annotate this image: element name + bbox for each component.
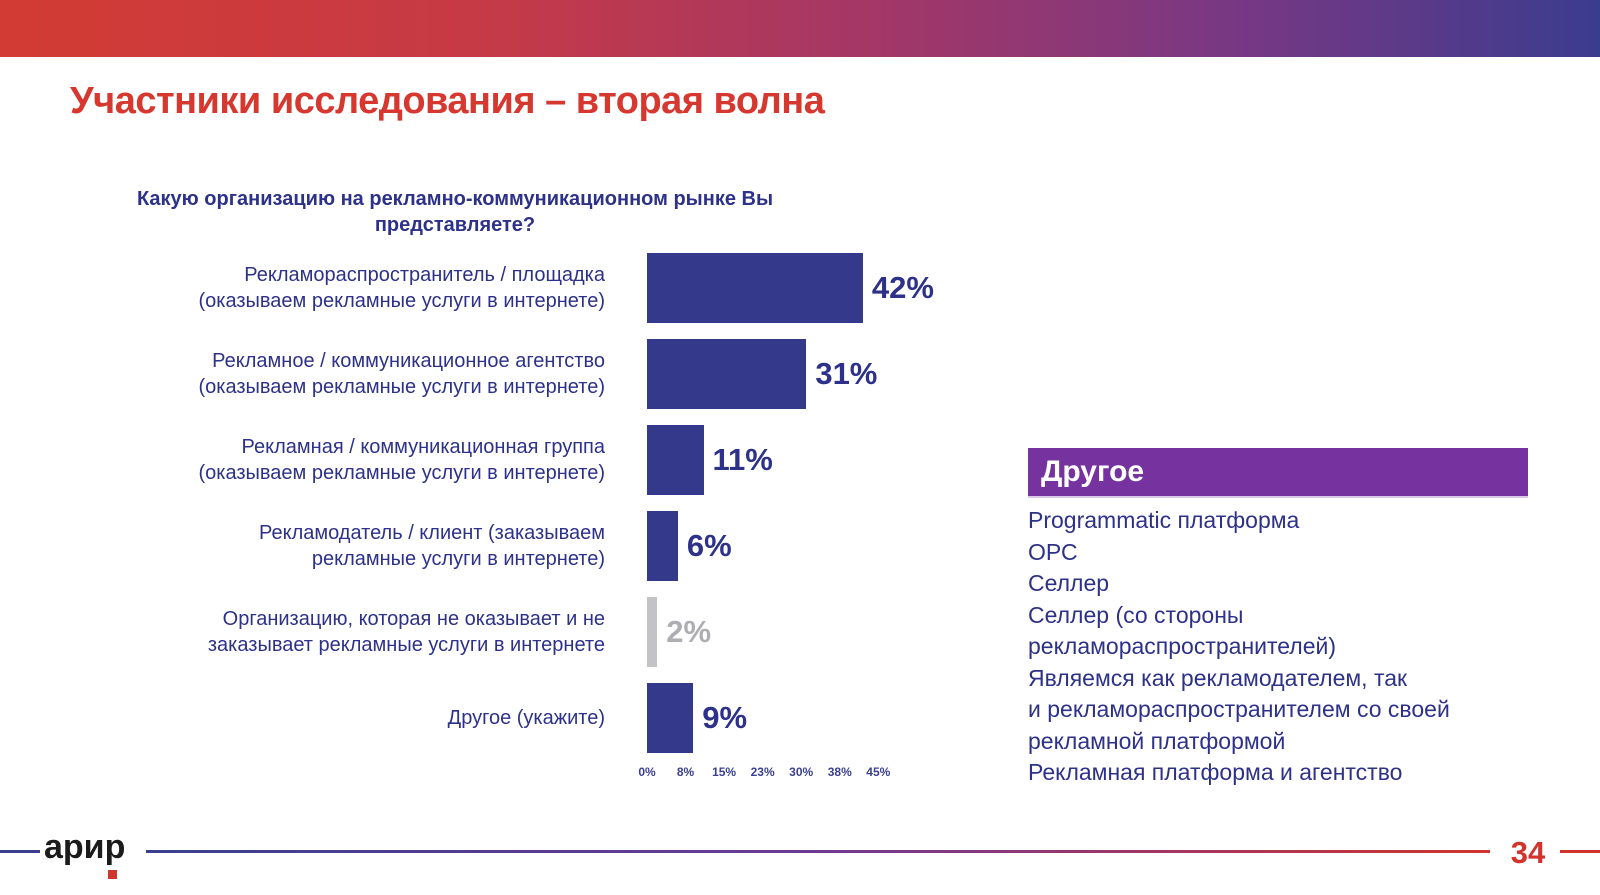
x-axis-tick-label: 23% bbox=[750, 765, 775, 779]
category-label: Рекламная / коммуникационная группа (оказ… bbox=[198, 436, 605, 484]
arir-logo: арир bbox=[44, 828, 140, 879]
arir-logo-red-dot bbox=[108, 870, 117, 879]
category-label: Другое (укажите) bbox=[447, 707, 605, 729]
bar-chart: Какую организацию на рекламно-коммуникац… bbox=[70, 186, 970, 783]
other-panel-item: Селлер bbox=[1028, 570, 1110, 596]
page-title: Участники исследования – вторая волна bbox=[70, 80, 825, 122]
bar bbox=[647, 425, 704, 495]
chart-rows: Рекламораспространитель / площадка (оказы… bbox=[70, 245, 970, 761]
x-axis-tick-label: 15% bbox=[712, 765, 737, 779]
chart-row: Рекламное / коммуникационное агентство (о… bbox=[70, 331, 970, 417]
category-label: Рекламное / коммуникационное агентство (о… bbox=[198, 350, 605, 398]
bar bbox=[647, 339, 807, 409]
x-axis-tick-label: 45% bbox=[866, 765, 891, 779]
x-axis: 0% 8% 15% 23% 30% 38% 45% bbox=[70, 763, 970, 783]
category-label: Рекламодатель / клиент (заказываем реклам… bbox=[259, 522, 605, 570]
page-number: 34 bbox=[1510, 835, 1546, 870]
other-panel-item: Являемся как рекламодателем, так и реклам… bbox=[1028, 664, 1450, 754]
bar bbox=[647, 511, 678, 581]
chart-row: Рекламодатель / клиент (заказываем реклам… bbox=[70, 503, 970, 589]
chart-row: Рекламораспространитель / площадка (оказы… bbox=[70, 245, 970, 331]
category-label: Организацию, которая не оказывает и не за… bbox=[207, 608, 605, 656]
footer-line-gradient bbox=[146, 850, 1490, 853]
arir-logo-text: арир bbox=[44, 828, 126, 866]
bar bbox=[647, 597, 658, 667]
x-axis-tick-label: 30% bbox=[789, 765, 814, 779]
chart-row: Организацию, которая не оказывает и не за… bbox=[70, 589, 970, 675]
other-panel: Другое Programmatic платформа ОРС Селлер Се… bbox=[1028, 448, 1528, 789]
bar bbox=[647, 683, 694, 753]
footer-line-right bbox=[1560, 850, 1600, 853]
top-gradient-bar bbox=[0, 0, 1600, 57]
footer-line-left bbox=[0, 850, 40, 853]
category-label: Рекламораспространитель / площадка (оказы… bbox=[198, 264, 605, 312]
bar bbox=[647, 253, 863, 323]
other-panel-header: Другое bbox=[1028, 448, 1528, 498]
other-panel-item: Рекламная платформа и агентство bbox=[1028, 759, 1403, 785]
chart-question: Какую организацию на рекламно-коммуникац… bbox=[136, 188, 774, 236]
other-panel-list: Programmatic платформа ОРС Селлер Селлер (с… bbox=[1028, 505, 1498, 789]
x-axis-tick-label: 8% bbox=[676, 765, 695, 779]
x-axis-tick-label: 0% bbox=[638, 765, 656, 779]
chart-row: Рекламная / коммуникационная группа (оказ… bbox=[70, 417, 970, 503]
other-panel-item: Programmatic платформа bbox=[1028, 507, 1300, 533]
x-axis-tick-label: 38% bbox=[827, 765, 852, 779]
value-label: 9% bbox=[702, 700, 748, 735]
chart-row: Другое (укажите) 9% bbox=[70, 675, 970, 761]
value-label: 11% bbox=[712, 442, 773, 477]
value-label: 42% bbox=[871, 270, 934, 305]
value-label: 2% bbox=[666, 614, 712, 649]
other-panel-item: ОРС bbox=[1028, 538, 1078, 565]
other-panel-item: Селлер (со стороны рекламораспространител… bbox=[1028, 601, 1337, 660]
value-label: 31% bbox=[815, 356, 878, 391]
value-label: 6% bbox=[686, 528, 732, 563]
